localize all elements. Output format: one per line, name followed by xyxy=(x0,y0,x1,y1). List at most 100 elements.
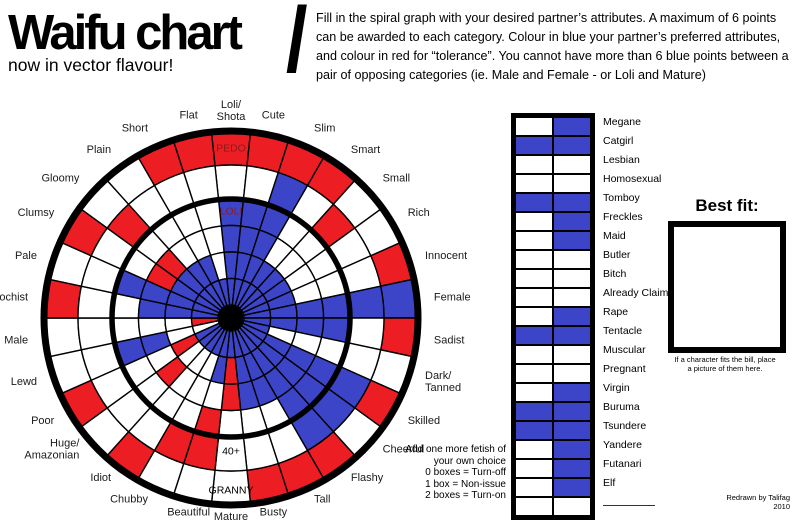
checklist-row xyxy=(515,307,591,326)
checklist-label: Buruma xyxy=(603,401,640,413)
zone-label: LOLI xyxy=(220,206,243,218)
category-label: Male xyxy=(4,334,28,346)
checkbox-empty[interactable] xyxy=(553,155,591,174)
category-label: Masochist xyxy=(0,292,28,304)
category-label: Beautiful xyxy=(167,507,210,519)
checkbox-empty[interactable] xyxy=(515,383,553,402)
checkbox-filled[interactable] xyxy=(515,326,553,345)
category-label: Chubby xyxy=(110,493,148,505)
chart-cell[interactable] xyxy=(217,409,245,438)
category-label: Mature xyxy=(214,511,248,523)
checkbox-filled[interactable] xyxy=(553,440,591,459)
center-hub xyxy=(218,305,244,331)
checklist-label: Elf xyxy=(603,477,616,489)
checkbox-filled[interactable] xyxy=(553,193,591,212)
outer-ring xyxy=(40,127,422,509)
checklist-row xyxy=(515,231,591,250)
chart-cell[interactable] xyxy=(217,277,231,307)
checkbox-empty[interactable] xyxy=(515,269,553,288)
category-label: Innocent xyxy=(425,250,467,262)
checkbox-empty[interactable] xyxy=(553,174,591,193)
checkbox-empty[interactable] xyxy=(515,155,553,174)
checklist-row xyxy=(515,459,591,478)
title-slash-mark: / xyxy=(285,0,308,91)
checkbox-empty[interactable] xyxy=(515,440,553,459)
checkbox-empty[interactable] xyxy=(553,269,591,288)
category-label: Poor xyxy=(31,415,55,427)
category-label: Flashy xyxy=(351,472,384,484)
checkbox-empty[interactable] xyxy=(515,174,553,193)
caption-line: If a character fits the bill, place xyxy=(674,355,776,364)
checklist-row xyxy=(515,345,591,364)
note-line: 2 boxes = Turn-on xyxy=(425,490,506,501)
checklist-label: Catgirl xyxy=(603,135,634,147)
checklist-label: Bitch xyxy=(603,268,627,280)
checklist-label: Tomboy xyxy=(603,192,640,204)
checklist-row xyxy=(515,478,591,497)
category-label: Female xyxy=(434,292,471,304)
checklist-label: Megane xyxy=(603,116,641,128)
checkbox-filled[interactable] xyxy=(553,212,591,231)
credit-text: Redrawn by Talifag 2010 xyxy=(690,493,790,511)
checklist-row xyxy=(515,402,591,421)
credit-line: Redrawn by Talifag xyxy=(726,493,790,502)
checkbox-empty[interactable] xyxy=(515,250,553,269)
checklist-label: Already Claimed xyxy=(603,287,681,299)
checkbox-empty[interactable] xyxy=(515,459,553,478)
checkbox-empty[interactable] xyxy=(515,345,553,364)
category-label: Loli/Shota xyxy=(217,99,247,123)
checklist-label: Yandere xyxy=(603,439,642,451)
checkbox-filled[interactable] xyxy=(553,402,591,421)
checkbox-empty[interactable] xyxy=(553,288,591,307)
checklist-row xyxy=(515,193,591,212)
custom-fetish-note: Add one more fetish of your own choice 0… xyxy=(368,444,506,502)
checkbox-empty[interactable] xyxy=(553,345,591,364)
checkbox-empty[interactable] xyxy=(515,497,553,516)
checkbox-filled[interactable] xyxy=(515,136,553,155)
fetish-checklist-grid xyxy=(511,113,595,520)
category-label: Cheerful xyxy=(383,444,425,456)
best-fit-caption: If a character fits the bill, place a pi… xyxy=(650,355,799,373)
checkbox-filled[interactable] xyxy=(515,421,553,440)
checkbox-filled[interactable] xyxy=(553,459,591,478)
checklist-row xyxy=(515,421,591,440)
checkbox-empty[interactable] xyxy=(515,231,553,250)
note-line: Add one more fetish of xyxy=(405,444,506,455)
checkbox-empty[interactable] xyxy=(553,497,591,516)
checkbox-empty[interactable] xyxy=(553,250,591,269)
checklist-row xyxy=(515,212,591,231)
checkbox-empty[interactable] xyxy=(515,212,553,231)
checklist-row xyxy=(515,288,591,307)
checkbox-filled[interactable] xyxy=(553,136,591,155)
checklist-label: Butler xyxy=(603,249,631,261)
custom-fetish-blank-line[interactable] xyxy=(603,493,655,506)
page-subtitle: now in vector flavour! xyxy=(8,55,174,75)
checkbox-filled[interactable] xyxy=(553,421,591,440)
checkbox-filled[interactable] xyxy=(553,326,591,345)
page-title: Waifu chart xyxy=(8,6,243,60)
inner-ring xyxy=(109,196,353,440)
category-label: Pale xyxy=(15,250,37,262)
checkbox-filled[interactable] xyxy=(553,231,591,250)
credit-line: 2010 xyxy=(773,502,790,511)
checklist-label: Muscular xyxy=(603,344,646,356)
checkbox-empty[interactable] xyxy=(515,478,553,497)
category-label: Slim xyxy=(314,123,335,135)
checkbox-filled[interactable] xyxy=(515,402,553,421)
checkbox-empty[interactable] xyxy=(515,117,553,136)
checkbox-filled[interactable] xyxy=(515,193,553,212)
checkbox-empty[interactable] xyxy=(553,364,591,383)
checkbox-empty[interactable] xyxy=(515,307,553,326)
checklist-label: Virgin xyxy=(603,382,630,394)
spiral-graph[interactable]: PEDO LOLI GRANNY 40+ Loli/Shota Cute Slim Smart… xyxy=(0,99,480,526)
checkbox-filled[interactable] xyxy=(553,383,591,402)
checkbox-filled[interactable] xyxy=(553,478,591,497)
checkbox-filled[interactable] xyxy=(553,117,591,136)
checklist-label: Freckles xyxy=(603,211,643,223)
chart-cell[interactable] xyxy=(214,164,248,201)
checkbox-empty[interactable] xyxy=(515,364,553,383)
best-fit-picture-box[interactable] xyxy=(668,221,786,353)
category-label: Smart xyxy=(351,144,380,156)
checkbox-filled[interactable] xyxy=(553,307,591,326)
checkbox-empty[interactable] xyxy=(515,288,553,307)
